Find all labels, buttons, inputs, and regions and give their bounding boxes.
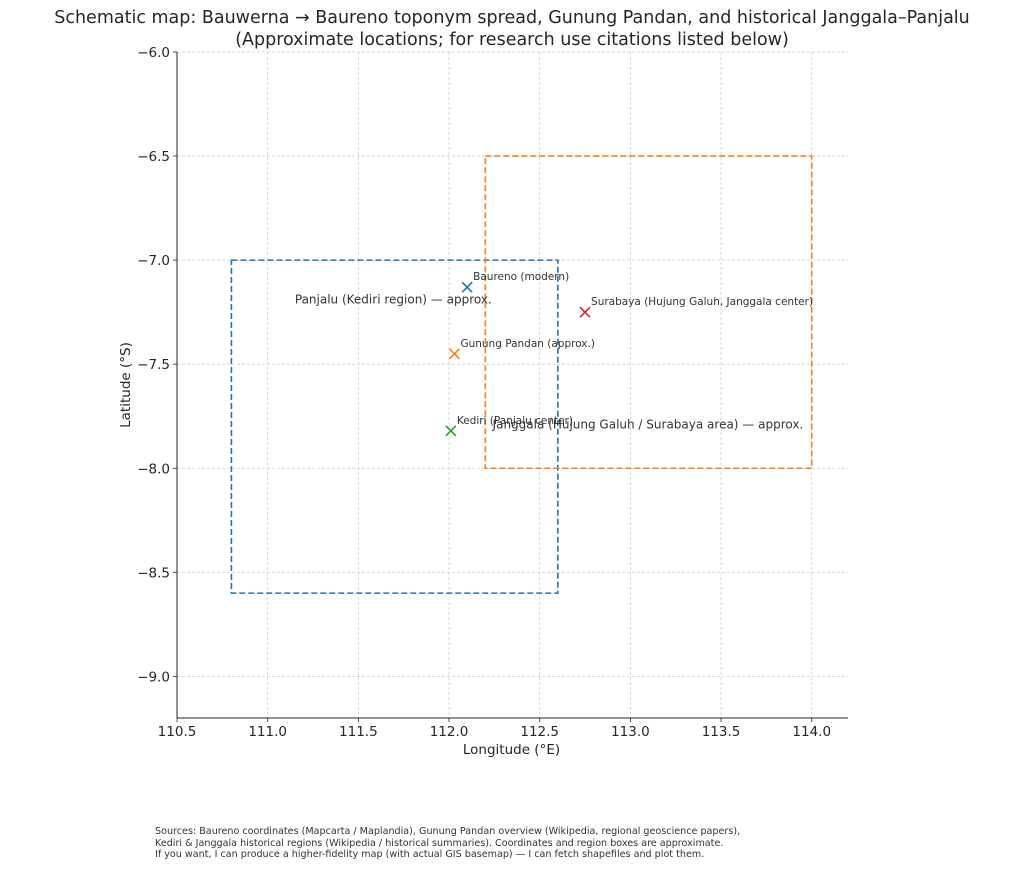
x-tick-label: 111.0 [248, 724, 287, 740]
marker-stroke [579, 306, 591, 318]
sources-line-1: Sources: Baureno coordinates (Mapcarta /… [155, 826, 741, 837]
x-tick-label: 112.0 [430, 724, 469, 740]
chart-labels: Panjalu (Kediri region) — approx. Janggal… [295, 271, 813, 431]
location-marker [445, 425, 457, 437]
x-tick-label: 113.0 [611, 724, 650, 740]
region-label: Janggala (Hujung Galuh / Surabaya area) … [492, 418, 804, 432]
y-tick-label: −7.0 [137, 253, 170, 269]
x-tick-label: 114.0 [792, 724, 831, 740]
axes: 110.5 111.0 111.5 112.0 112.5 113.0 113.5 114.0… [118, 45, 848, 758]
point-label: Surabaya (Hujung Galuh, Janggala center) [591, 296, 813, 308]
y-tick-label: −6.0 [137, 45, 170, 61]
region-boxes [230, 155, 813, 594]
location-marker [448, 348, 461, 360]
y-tick-label: −6.5 [137, 149, 170, 165]
region-label: Panjalu (Kediri region) — approx. [295, 293, 492, 307]
y-axis-label: Latitude (°S) [118, 342, 134, 428]
x-axis-label: Longitude (°E) [463, 742, 560, 758]
marker-stroke [448, 348, 461, 360]
point-label: Gunung Pandan (approx.) [460, 338, 594, 350]
sources-note: Sources: Baureno coordinates (Mapcarta /… [155, 826, 740, 861]
chart-title: Schematic map: Bauwerna → Baureno topony… [54, 8, 970, 28]
location-markers [445, 281, 591, 437]
location-marker [461, 281, 473, 293]
location-marker [579, 306, 591, 318]
y-tick-label: −7.5 [137, 357, 170, 373]
x-tick-label: 113.5 [702, 724, 741, 740]
y-tick-label: −8.5 [137, 565, 170, 581]
y-tick-label: −8.0 [137, 461, 170, 477]
marker-stroke [445, 425, 457, 437]
x-tick-label: 112.5 [520, 724, 559, 740]
point-label: Baureno (modern) [473, 271, 569, 283]
chart-subtitle: (Approximate locations; for research use… [235, 30, 789, 50]
sources-line-2: Kediri & Janggala historical regions (Wi… [155, 837, 724, 849]
region-box [230, 259, 559, 594]
x-tick-label: 111.5 [339, 724, 378, 740]
marker-stroke [461, 281, 473, 293]
sources-line-3: If you want, I can produce a higher-fide… [155, 849, 705, 861]
grid [176, 51, 848, 718]
x-tick-label: 110.5 [158, 724, 197, 740]
region-box [484, 155, 813, 470]
map-chart: 110.5 111.0 111.5 112.0 112.5 113.0 113.5 114.0… [118, 45, 848, 758]
point-label: Kediri (Panjalu center) [457, 415, 573, 427]
y-tick-label: −9.0 [137, 669, 170, 685]
